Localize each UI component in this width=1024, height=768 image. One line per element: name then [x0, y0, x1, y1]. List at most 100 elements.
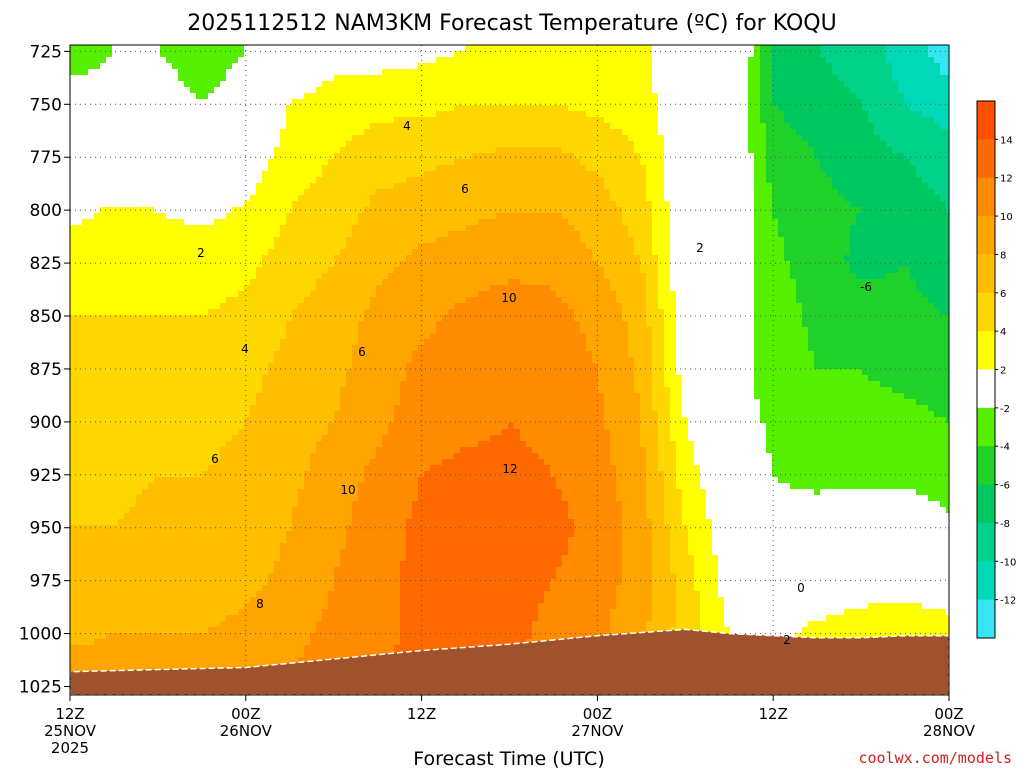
temperature-cell: [880, 189, 887, 196]
temperature-cell: [682, 225, 689, 232]
temperature-cell: [442, 51, 449, 58]
temperature-cell: [592, 201, 599, 208]
temperature-cell: [82, 177, 89, 184]
temperature-cell: [598, 195, 605, 202]
temperature-cell: [520, 243, 527, 250]
temperature-cell: [646, 183, 653, 190]
temperature-cell: [598, 63, 605, 70]
temperature-cell: [280, 231, 287, 238]
temperature-cell: [226, 171, 233, 178]
temperature-cell: [718, 57, 725, 64]
temperature-cell: [250, 183, 257, 190]
temperature-cell: [910, 51, 917, 58]
temperature-cell: [670, 159, 677, 166]
temperature-cell: [658, 75, 665, 82]
temperature-cell: [868, 177, 875, 184]
temperature-cell: [934, 165, 941, 172]
temperature-cell: [214, 129, 221, 136]
temperature-cell: [874, 51, 881, 58]
temperature-cell: [436, 237, 443, 244]
temperature-cell: [778, 159, 785, 166]
temperature-cell: [442, 117, 449, 124]
temperature-cell: [358, 51, 365, 58]
temperature-cell: [466, 75, 473, 82]
temperature-cell: [376, 75, 383, 82]
temperature-cell: [658, 87, 665, 94]
temperature-cell: [394, 183, 401, 190]
temperature-cell: [664, 165, 671, 172]
temperature-cell: [904, 171, 911, 178]
temperature-cell: [778, 237, 785, 244]
temperature-cell: [352, 123, 359, 130]
temperature-cell: [898, 51, 905, 58]
temperature-cell: [430, 183, 437, 190]
temperature-cell: [568, 201, 575, 208]
temperature-cell: [712, 195, 719, 202]
temperature-cell: [772, 141, 779, 148]
temperature-cell: [838, 111, 845, 118]
temperature-cell: [94, 243, 101, 250]
temperature-cell: [760, 171, 767, 178]
temperature-cell: [124, 75, 131, 82]
temperature-cell: [394, 231, 401, 238]
temperature-cell: [550, 129, 557, 136]
temperature-cell: [328, 141, 335, 148]
temperature-cell: [706, 63, 713, 70]
temperature-cell: [544, 111, 551, 118]
temperature-cell: [490, 159, 497, 166]
temperature-cell: [706, 81, 713, 88]
temperature-cell: [808, 69, 815, 76]
temperature-cell: [886, 69, 893, 76]
temperature-cell: [364, 57, 371, 64]
temperature-cell: [844, 135, 851, 142]
temperature-cell: [244, 243, 251, 250]
temperature-cell: [814, 117, 821, 124]
temperature-cell: [454, 129, 461, 136]
temperature-cell: [904, 147, 911, 154]
temperature-cell: [670, 189, 677, 196]
temperature-cell: [172, 87, 179, 94]
temperature-cell: [484, 57, 491, 64]
temperature-cell: [520, 87, 527, 94]
temperature-cell: [424, 93, 431, 100]
temperature-cell: [436, 45, 443, 52]
temperature-cell: [364, 165, 371, 172]
temperature-cell: [202, 57, 209, 64]
temperature-cell: [298, 171, 305, 178]
temperature-cell: [346, 57, 353, 64]
temperature-cell: [316, 69, 323, 76]
temperature-cell: [868, 165, 875, 172]
temperature-cell: [328, 231, 335, 238]
temperature-cell: [766, 87, 773, 94]
temperature-cell: [610, 75, 617, 82]
temperature-cell: [454, 165, 461, 172]
temperature-cell: [220, 231, 227, 238]
temperature-cell: [622, 105, 629, 112]
temperature-cell: [136, 165, 143, 172]
temperature-cell: [508, 87, 515, 94]
temperature-cell: [694, 171, 701, 178]
temperature-cell: [238, 129, 245, 136]
temperature-cell: [826, 183, 833, 190]
temperature-cell: [154, 93, 161, 100]
temperature-cell: [808, 183, 815, 190]
temperature-cell: [730, 93, 737, 100]
temperature-cell: [910, 57, 917, 64]
temperature-cell: [484, 93, 491, 100]
temperature-cell: [706, 213, 713, 220]
temperature-cell: [526, 159, 533, 166]
temperature-cell: [616, 183, 623, 190]
temperature-cell: [208, 225, 215, 232]
temperature-cell: [778, 87, 785, 94]
temperature-cell: [118, 147, 125, 154]
temperature-cell: [250, 171, 257, 178]
temperature-cell: [796, 195, 803, 202]
temperature-cell: [166, 81, 173, 88]
temperature-cell: [490, 165, 497, 172]
temperature-cell: [592, 213, 599, 220]
temperature-cell: [346, 117, 353, 124]
temperature-cell: [148, 45, 155, 52]
temperature-cell: [628, 231, 635, 238]
temperature-cell: [334, 123, 341, 130]
temperature-cell: [196, 201, 203, 208]
